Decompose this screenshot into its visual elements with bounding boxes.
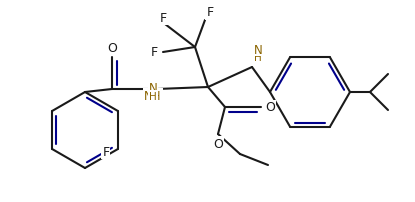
Text: F: F xyxy=(103,145,110,158)
Text: H: H xyxy=(149,92,157,101)
Text: F: F xyxy=(159,12,166,24)
Text: F: F xyxy=(151,45,158,58)
Text: H: H xyxy=(149,89,157,102)
Text: O: O xyxy=(265,101,275,114)
Text: H: H xyxy=(254,53,262,63)
Text: NH: NH xyxy=(144,89,162,102)
Text: F: F xyxy=(206,6,214,19)
Text: N: N xyxy=(254,43,263,56)
Text: O: O xyxy=(107,42,117,55)
Text: O: O xyxy=(213,137,223,150)
Text: N: N xyxy=(149,81,157,94)
